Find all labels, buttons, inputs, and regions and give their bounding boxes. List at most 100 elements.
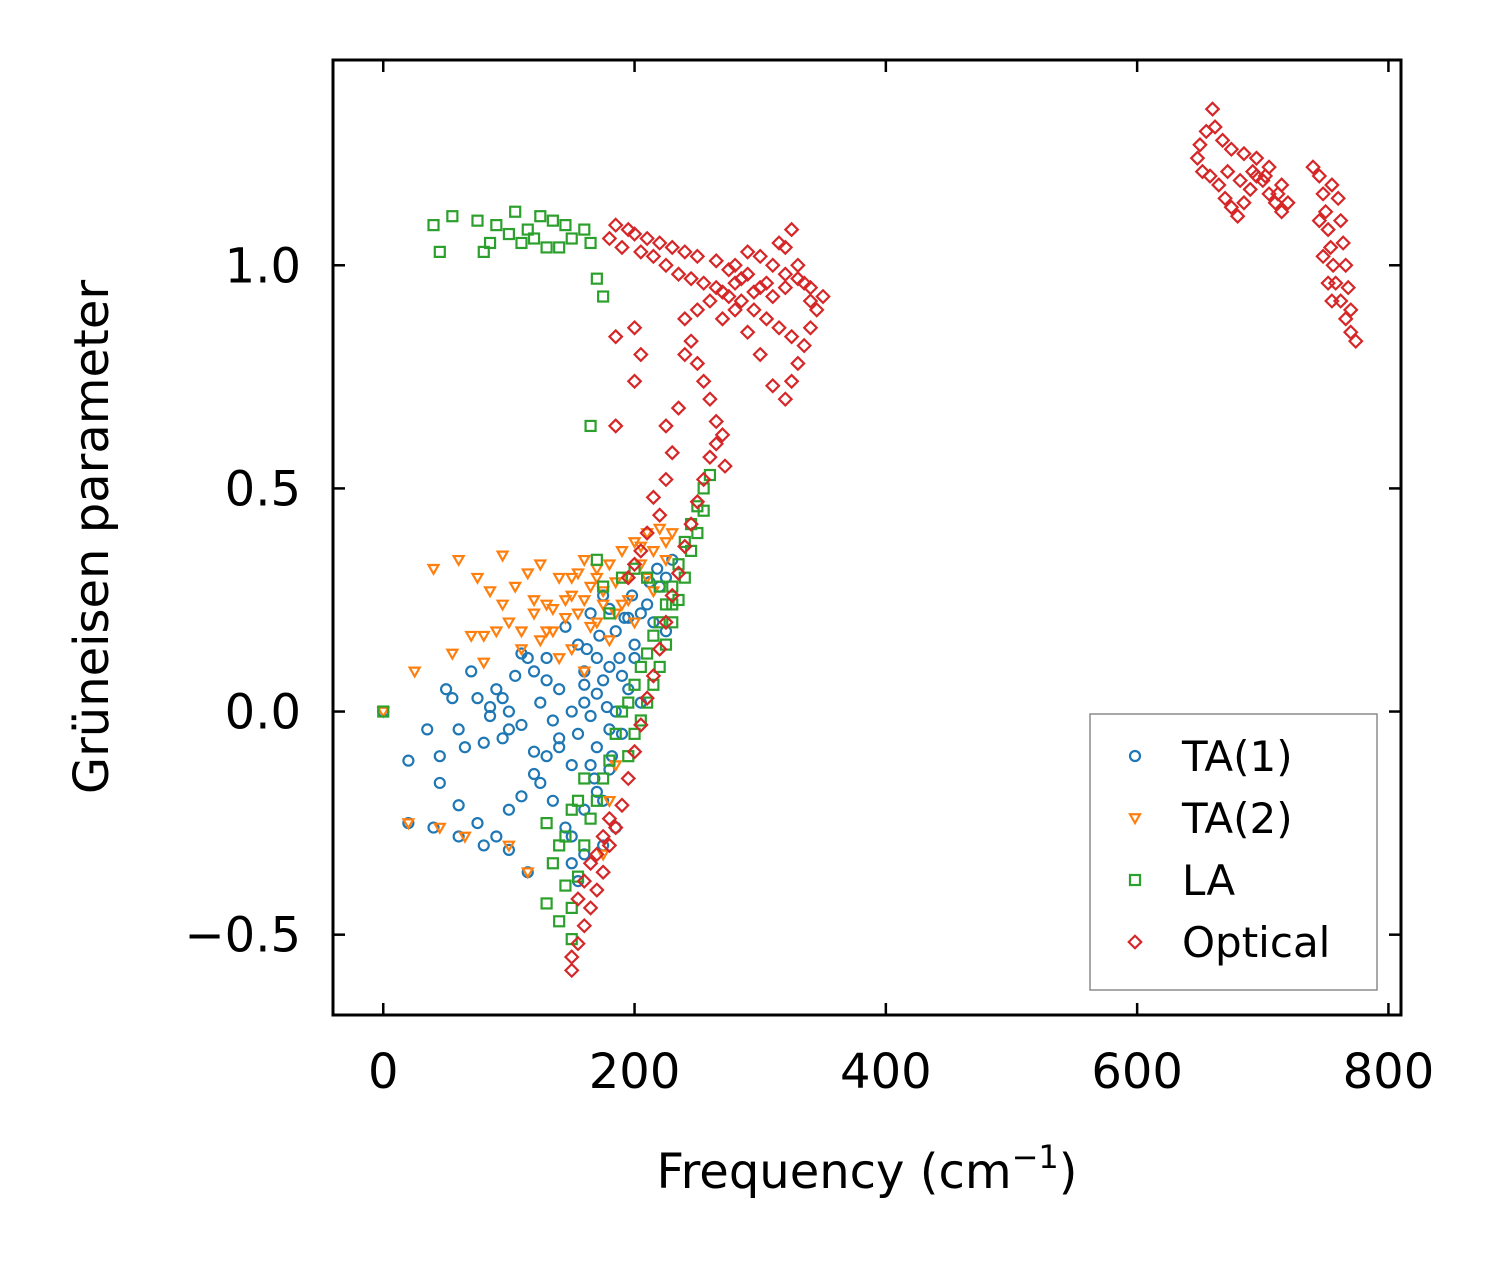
data-point [432,822,447,835]
data-point [645,668,662,684]
legend-entry: Optical [1127,918,1330,967]
data-point [582,855,599,872]
data-point [697,504,710,517]
data-point [596,849,611,862]
plot-frame [331,58,1403,1017]
data-point [645,489,662,506]
data-point [1324,293,1340,309]
data-point [490,683,503,696]
data-point [607,217,624,233]
data-point [603,754,616,767]
data-point [1332,212,1349,229]
data-point [615,705,629,718]
data-point [720,288,737,305]
legend: TA(1) TA(2) LA Optical [1089,713,1378,991]
data-point [602,635,617,648]
data-point [1223,141,1240,158]
data-point [539,626,554,639]
data-point [614,239,630,256]
data-point [603,607,616,620]
legend-marker [1128,873,1142,887]
data-point [565,830,578,843]
data-point [615,546,629,559]
data-point [559,879,572,892]
data-point [622,696,635,709]
data-point [615,599,629,612]
data-point [433,245,446,258]
data-point [764,288,781,305]
data-point [1244,163,1261,180]
data-point [714,427,731,443]
data-point [565,758,578,772]
data-point [527,608,541,621]
data-point [658,471,674,488]
data-point [502,843,516,856]
data-point [590,741,603,754]
data-point [540,750,553,763]
data-point [695,275,712,291]
data-point [595,864,611,881]
data-point [578,223,591,236]
data-point [570,891,586,907]
data-point [563,962,580,979]
data-point [666,580,679,593]
data-point [708,253,725,269]
data-point [565,857,578,870]
data-point [640,572,655,585]
data-point [628,727,641,740]
data-point [653,580,666,593]
data-point [651,641,668,657]
data-point [553,683,566,696]
data-point [678,535,691,549]
data-point [628,638,641,651]
data-point [677,346,693,363]
data-point [1257,168,1274,184]
data-point [802,319,819,336]
data-point [452,723,465,736]
data-point [502,723,516,736]
data-point [483,709,497,723]
data-point [527,745,541,758]
data-point [377,705,390,718]
legend-marker [1128,813,1142,826]
data-point [697,482,710,495]
data-point [502,840,516,853]
data-point [597,794,610,807]
data-point [596,599,611,612]
data-point [578,803,591,816]
data-point [527,767,541,781]
data-point [502,227,516,241]
data-point [677,311,693,327]
data-point [476,630,491,643]
data-point [639,525,655,541]
data-point [739,266,756,283]
data-point [783,373,800,390]
x-tick-label: 600 [1091,1044,1183,1100]
data-point [1315,248,1331,265]
data-point [402,754,415,767]
data-point [1335,235,1352,251]
data-point [576,917,593,934]
data-point [534,210,547,223]
data-point [483,586,497,599]
data-point [590,687,603,700]
data-point [533,559,548,572]
data-point [515,647,528,660]
data-point [640,528,655,541]
data-point [534,776,547,790]
data-point [515,790,528,803]
data-point [578,696,591,709]
x-tick-label: 400 [840,1044,932,1100]
data-point [1330,190,1346,207]
data-point [764,257,781,274]
data-point [490,830,503,843]
data-point [608,608,623,621]
data-point [627,617,642,630]
data-point [645,248,662,265]
data-point [672,558,685,571]
data-point [445,648,460,661]
data-point [739,244,756,260]
data-point [634,714,647,727]
y-tick-label: −0.5 [184,908,301,964]
data-point [583,581,598,594]
